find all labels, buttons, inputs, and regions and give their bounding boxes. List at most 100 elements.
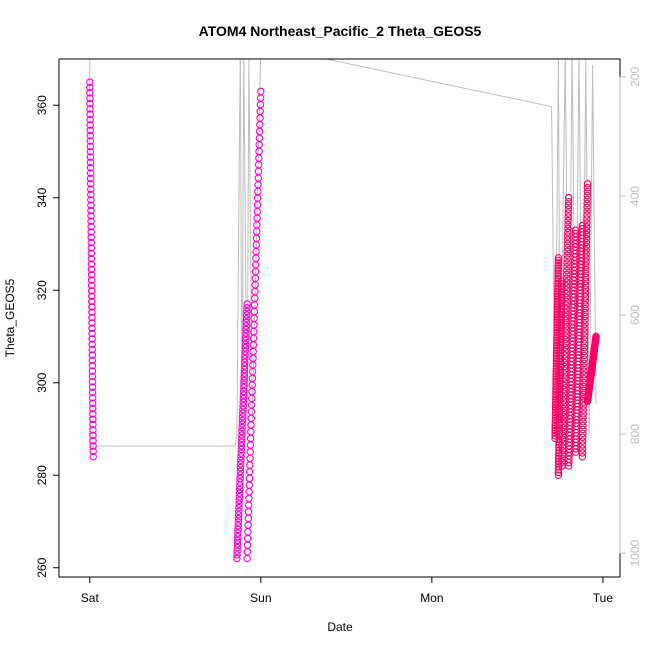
data-point [239, 387, 248, 396]
data-point [245, 474, 254, 483]
data-point [551, 434, 559, 442]
data-point [553, 328, 561, 337]
data-point [557, 299, 566, 307]
data-point [239, 394, 248, 403]
data-point [579, 414, 587, 422]
data-point [86, 115, 94, 124]
data-point [581, 312, 589, 321]
data-point [87, 265, 96, 274]
data-point [242, 322, 251, 330]
data-point [579, 410, 587, 418]
data-point [248, 367, 257, 376]
data-point [255, 127, 264, 136]
data-point [556, 371, 564, 380]
y-tick-label: 260 [35, 557, 49, 577]
data-point [564, 224, 572, 233]
data-point [580, 343, 589, 352]
data-point [583, 195, 591, 204]
data-point [235, 507, 243, 516]
data-point [238, 423, 246, 432]
data-point [557, 318, 565, 327]
data-point [582, 242, 591, 251]
data-point [86, 105, 94, 113]
data-point [249, 361, 257, 369]
data-point [88, 362, 97, 370]
data-point [88, 308, 96, 316]
data-point [562, 278, 571, 286]
data-point [234, 525, 242, 534]
data-point [241, 358, 249, 367]
data-points [86, 78, 600, 563]
y-tick-label: 340 [35, 187, 49, 207]
data-point [243, 554, 251, 563]
data-point [562, 274, 571, 282]
data-point [583, 219, 591, 227]
data-point [562, 270, 571, 279]
data-point [86, 142, 95, 151]
data-point [553, 334, 561, 342]
data-point [88, 297, 96, 306]
data-point [582, 269, 590, 278]
x-tick-label: Mon [420, 591, 443, 605]
data-point [89, 452, 97, 461]
data-point [88, 388, 97, 397]
data-point [559, 397, 568, 405]
data-point [245, 494, 253, 503]
data-point [560, 362, 569, 371]
data-point [558, 439, 567, 447]
data-point [554, 259, 563, 267]
data-point [234, 511, 243, 519]
data-point [563, 239, 572, 248]
data-point [579, 417, 587, 426]
data-point [88, 303, 96, 311]
x-axis: Sat Sun Mon Tue [81, 576, 613, 605]
data-point [86, 78, 94, 86]
y-axis: 260 280 300 320 340 360 [35, 95, 59, 578]
data-point [246, 461, 254, 469]
data-point [234, 514, 243, 523]
data-point [582, 261, 590, 270]
data-point [571, 226, 580, 234]
data-point [556, 341, 565, 349]
data-point [87, 228, 95, 236]
data-point [241, 340, 250, 348]
data-point [86, 147, 95, 156]
data-point [564, 220, 572, 229]
data-point [564, 194, 573, 202]
data-point [581, 320, 589, 328]
data-point [561, 312, 570, 321]
data-point [559, 389, 568, 397]
data-point [554, 256, 563, 265]
data-point [87, 249, 96, 258]
data-point [245, 467, 254, 476]
data-point [556, 360, 565, 368]
data-point [579, 406, 587, 414]
data-point [88, 372, 97, 381]
data-point [240, 365, 249, 374]
data-point [255, 141, 264, 149]
data-point [581, 293, 590, 301]
data-point [89, 410, 97, 418]
data-point [245, 481, 254, 489]
data-point [89, 436, 97, 445]
data-point [88, 367, 97, 375]
data-point [564, 209, 573, 217]
data-point [582, 226, 591, 235]
data-point [563, 236, 572, 244]
data-point [582, 254, 590, 262]
data-point [562, 305, 570, 313]
data-point [562, 282, 571, 290]
data-point [580, 371, 588, 379]
data-point [239, 402, 247, 410]
data-point [256, 107, 264, 116]
data-point [233, 540, 242, 548]
data-point [583, 199, 591, 208]
data-point [240, 362, 249, 370]
data-point [557, 310, 566, 319]
data-point [87, 276, 96, 284]
data-point [87, 190, 95, 199]
data-point [233, 543, 242, 552]
data-point [558, 431, 567, 440]
data-point [88, 383, 97, 391]
y-tick-label: 360 [35, 95, 49, 115]
